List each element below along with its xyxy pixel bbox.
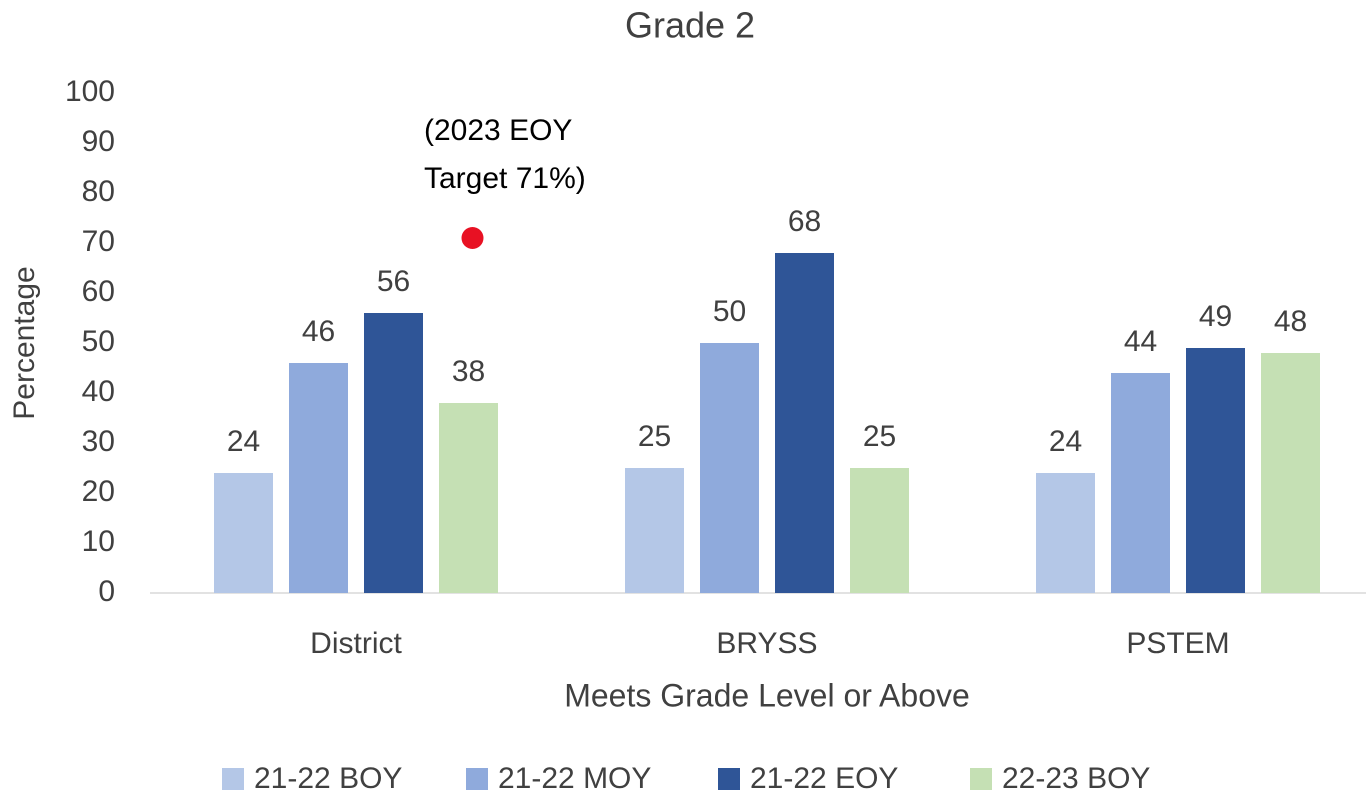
- data-label: 50: [713, 295, 746, 328]
- data-label: 38: [452, 355, 485, 388]
- data-label: 44: [1124, 325, 1157, 358]
- annotation: (2023 EOY: [424, 114, 572, 147]
- data-label: 25: [638, 420, 671, 453]
- x-axis-label: Meets Grade Level or Above: [564, 677, 970, 713]
- y-axis-label: Percentage: [8, 266, 41, 419]
- data-label: 48: [1274, 305, 1307, 338]
- y-tick-label: 20: [82, 475, 115, 508]
- chart-title: Grade 2: [625, 5, 755, 46]
- bar: [625, 468, 684, 593]
- x-tick-label: District: [310, 627, 402, 660]
- legend-label: 22-23 BOY: [1002, 762, 1150, 795]
- y-tick-label: 100: [65, 75, 115, 108]
- x-tick-label: PSTEM: [1126, 627, 1229, 660]
- bar: [700, 343, 759, 593]
- bar: [850, 468, 909, 593]
- y-tick-label: 30: [82, 425, 115, 458]
- bar: [1036, 473, 1095, 593]
- data-label: 68: [788, 205, 821, 238]
- bar: [214, 473, 273, 593]
- bar: [439, 403, 498, 593]
- y-tick-label: 80: [82, 175, 115, 208]
- bar: [364, 313, 423, 593]
- data-label: 24: [1049, 425, 1082, 458]
- target-marker: [461, 227, 484, 249]
- y-tick-label: 70: [82, 225, 115, 258]
- y-tick-label: 0: [98, 575, 115, 608]
- y-tick-label: 50: [82, 325, 115, 358]
- bar: [289, 363, 348, 593]
- bar: [1261, 353, 1320, 593]
- bar: [1186, 348, 1245, 593]
- legend-label: 21-22 BOY: [254, 762, 402, 795]
- y-tick-label: 90: [82, 125, 115, 158]
- legend-swatch: [718, 768, 740, 790]
- y-tick-label: 60: [82, 275, 115, 308]
- y-tick-label: 40: [82, 375, 115, 408]
- legend-label: 21-22 EOY: [750, 762, 898, 795]
- legend-swatch: [466, 768, 488, 790]
- bar: [1111, 373, 1170, 593]
- data-label: 25: [863, 420, 896, 453]
- data-label: 46: [302, 315, 335, 348]
- bar: [775, 253, 834, 593]
- data-label: 24: [227, 425, 260, 458]
- legend-swatch: [970, 768, 992, 790]
- data-label: 49: [1199, 300, 1232, 333]
- y-tick-label: 10: [82, 525, 115, 558]
- legend-label: 21-22 MOY: [498, 762, 651, 795]
- annotation: Target 71%): [424, 162, 586, 195]
- legend-swatch: [222, 768, 244, 790]
- x-tick-label: BRYSS: [716, 627, 817, 660]
- data-label: 56: [377, 265, 410, 298]
